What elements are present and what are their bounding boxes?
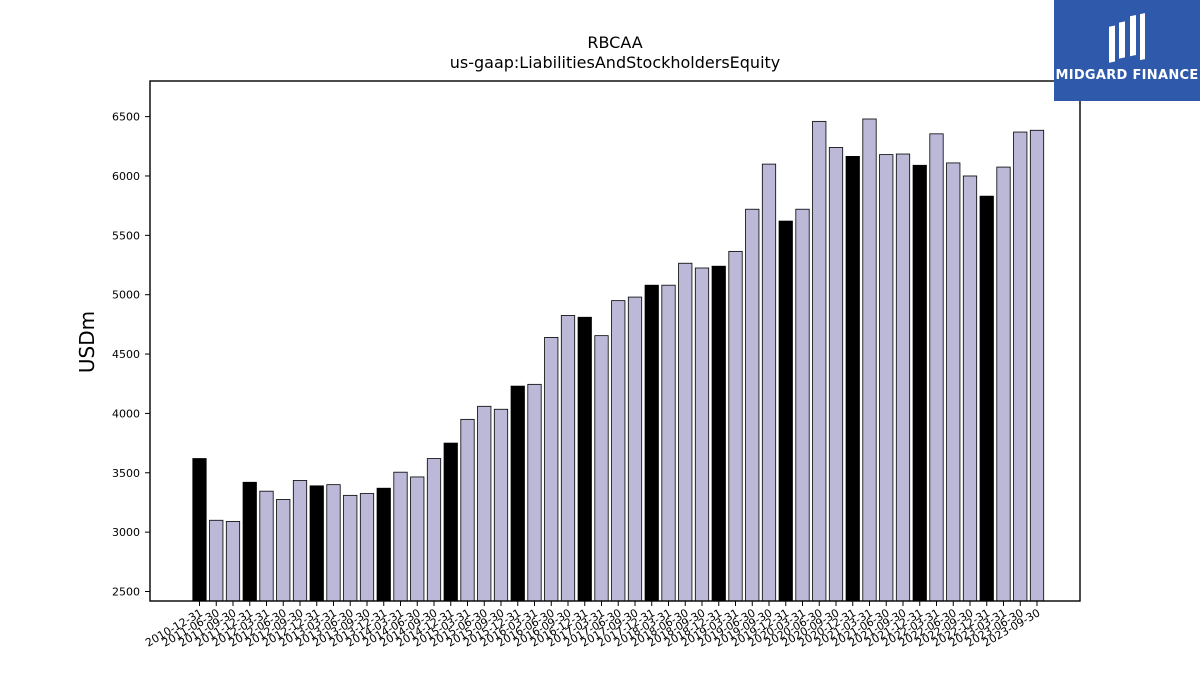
bar-2014-06-30 — [410, 476, 425, 602]
x-axis: 2010-12-312011-06-302011-09-302011-12-31… — [143, 601, 1043, 650]
brand-logo: MIDGARD FINANCE — [1054, 0, 1200, 101]
plot-frame — [149, 80, 1081, 602]
bar-2015-06-30 — [477, 405, 492, 602]
bar-2011-12-31 — [242, 481, 257, 602]
bar-2022-06-30 — [946, 162, 961, 602]
bar-2022-03-31 — [929, 133, 944, 602]
y-tick-label: 5000 — [112, 289, 140, 302]
bar-2020-12-31 — [845, 155, 860, 602]
y-tick-label: 4500 — [112, 348, 140, 361]
bar-2020-03-31 — [795, 208, 810, 602]
bar-2023-06-30 — [1013, 131, 1028, 602]
bar-2019-09-30 — [761, 163, 777, 602]
bar-2021-03-31 — [862, 118, 877, 602]
y-tick-label: 6000 — [112, 170, 140, 183]
bar-2012-12-31 — [309, 485, 324, 602]
bar-2013-12-31 — [376, 487, 391, 602]
bar-2013-06-30 — [343, 494, 358, 602]
bar-2020-06-30 — [812, 120, 827, 602]
bar-2022-12-31 — [979, 195, 994, 602]
bar-2021-12-31 — [912, 164, 927, 602]
bar-2019-03-31 — [728, 250, 743, 602]
bar-2016-12-31 — [577, 316, 592, 602]
y-tick-label: 6500 — [112, 111, 140, 124]
bar-2017-06-30 — [611, 300, 626, 602]
bar-2014-12-31 — [443, 442, 458, 602]
bar-2023-03-31 — [996, 166, 1011, 602]
bar-2021-09-30 — [895, 153, 911, 602]
bar-2012-03-31 — [259, 490, 274, 602]
bar-2018-06-30 — [678, 262, 693, 602]
bar-2019-06-30 — [745, 208, 760, 602]
bar-2020-09-30 — [828, 147, 844, 602]
bar-2023-09-30 — [1029, 129, 1045, 602]
y-tick-label: 3500 — [112, 467, 140, 480]
y-axis: 2500 3000 3500 4000 4500 5000 5500 6000 6500 — [112, 111, 150, 599]
bar-2016-03-31 — [527, 383, 542, 602]
y-tick-label: 3000 — [112, 526, 140, 539]
bar-2018-03-31 — [661, 284, 676, 602]
bar-2017-12-31 — [644, 284, 659, 602]
bar-2015-12-31 — [510, 385, 525, 602]
y-axis-label: USDm — [75, 310, 99, 374]
bar-2014-03-31 — [393, 471, 408, 602]
bar-2018-09-30 — [694, 267, 710, 602]
bar-2014-09-30 — [426, 458, 442, 602]
bar-2021-06-30 — [879, 154, 894, 602]
bars-layer — [192, 118, 1045, 602]
bar-2012-06-30 — [276, 499, 291, 602]
bar-2015-09-30 — [493, 408, 509, 602]
bar-2012-09-30 — [292, 480, 308, 602]
bar-2010-12-31 — [192, 458, 207, 602]
bar-2022-09-30 — [962, 175, 978, 602]
logo-mark-icon — [1109, 13, 1145, 63]
bar-2017-09-30 — [627, 296, 643, 602]
bar-2015-03-31 — [460, 418, 475, 602]
y-tick-label: 2500 — [112, 586, 140, 599]
bar-2013-03-31 — [326, 484, 341, 602]
bar-2013-09-30 — [359, 493, 375, 602]
brand-name: MIDGARD FINANCE — [1055, 68, 1199, 83]
y-tick-label: 5500 — [112, 229, 140, 242]
bar-2016-09-30 — [560, 315, 576, 602]
chart-title: RBCAA — [587, 33, 643, 52]
bar-2011-06-30 — [209, 519, 224, 602]
bar-2019-12-31 — [778, 220, 793, 602]
bar-2018-12-31 — [711, 265, 726, 602]
bar-2017-03-31 — [594, 335, 609, 602]
y-tick-label: 4000 — [112, 407, 140, 420]
bar-2011-09-30 — [225, 521, 241, 602]
bar-2016-06-30 — [544, 337, 559, 602]
chart-subtitle: us-gaap:LiabilitiesAndStockholdersEquity — [449, 53, 781, 72]
